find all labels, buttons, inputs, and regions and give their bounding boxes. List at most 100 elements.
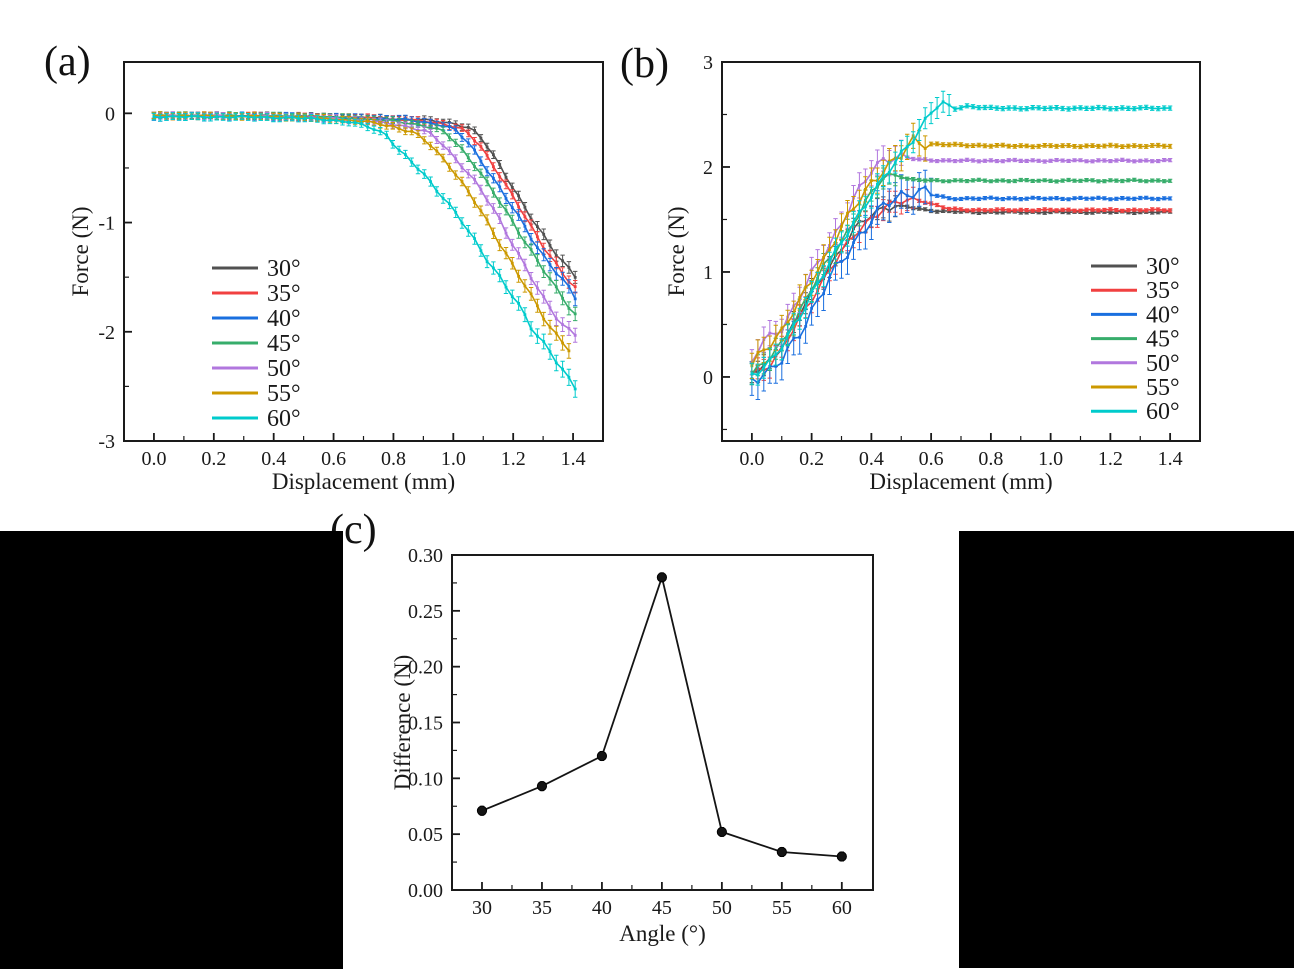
panel-c-frame <box>451 554 874 891</box>
series-markers <box>152 114 577 301</box>
series-line <box>481 574 842 858</box>
legend-item-30deg: 30° <box>1091 254 1180 280</box>
data-point-marker <box>836 851 847 862</box>
chart-text: 0.8 <box>978 448 1003 470</box>
chart-text: 60 <box>832 897 852 919</box>
chart-text: 0.2 <box>799 448 824 470</box>
chart-text: 0.0 <box>739 448 764 470</box>
chart-text: 40 <box>592 897 612 919</box>
chart-text: 0.30 <box>408 545 443 567</box>
legend-item-50deg: 50° <box>1091 351 1180 377</box>
series-errorbars <box>151 111 578 322</box>
chart-text: 0.15 <box>408 713 443 735</box>
chart-text: 0.10 <box>408 768 443 790</box>
legend-label: 30° <box>267 256 301 282</box>
legend-item-60deg: 60° <box>1091 399 1180 425</box>
legend-label: 35° <box>1146 278 1180 304</box>
legend-item-55deg: 55° <box>212 381 301 407</box>
legend-item-45deg: 45° <box>1091 327 1180 353</box>
series-Difference <box>476 572 847 862</box>
legend-label: 45° <box>267 331 301 357</box>
data-point-marker <box>596 750 608 762</box>
legend-label: 55° <box>1146 375 1180 401</box>
chart-text: 50 <box>712 897 732 919</box>
chart-text: 35 <box>532 897 552 919</box>
series-45deg <box>749 162 1173 386</box>
series-line <box>751 172 1171 375</box>
legend-label: 45° <box>1146 327 1180 353</box>
legend-label: 60° <box>267 406 301 432</box>
series-50deg <box>151 111 578 343</box>
legend-label: 30° <box>1146 254 1180 280</box>
legend-item-35deg: 35° <box>1091 278 1180 304</box>
chart-text: 1 <box>703 262 713 284</box>
panel-b-axes: 0.0 0.2 0.4 0.6 0.8 1.0 1.2 1.4 0 1 2 3 <box>703 52 1183 470</box>
panel-c-ylabel: Difference (N) <box>390 655 415 791</box>
panel-c-axes: 30 35 40 45 50 55 60 0.00 0.05 0.10 0.15 0.20 0.25 0.… <box>408 545 852 919</box>
panel-c-xlabel: Angle (°) <box>619 921 705 946</box>
chart-text: 30 <box>472 897 492 919</box>
chart-text: 0.4 <box>859 448 884 470</box>
panel-b-frame <box>721 61 1201 442</box>
series-errorbars <box>151 111 572 359</box>
chart-text: 45 <box>652 897 672 919</box>
chart-text: 55 <box>772 897 792 919</box>
legend-label: 60° <box>1146 399 1180 425</box>
panel-b-xlabel: Displacement (mm) <box>869 469 1052 494</box>
series-55deg <box>151 111 572 359</box>
series-errorbars <box>151 112 578 398</box>
series-line <box>751 151 1171 363</box>
chart-text: -1 <box>98 213 115 235</box>
panel-c: 30 35 40 45 50 55 60 0.00 0.05 0.10 0.15 0.20 0.25 0.… <box>390 545 874 946</box>
series-line <box>751 134 1171 367</box>
legend-label: 50° <box>1146 351 1180 377</box>
legend-item-50deg: 50° <box>212 356 301 382</box>
chart-text: 0.6 <box>919 448 944 470</box>
chart-text: 1.0 <box>1038 448 1063 470</box>
chart-text: 0.25 <box>408 601 443 623</box>
chart-text: 1.2 <box>1098 448 1123 470</box>
series-errorbars <box>749 169 1173 400</box>
chart-text: -3 <box>98 431 115 453</box>
redaction-box-right <box>959 531 1294 968</box>
legend-item-45deg: 45° <box>212 331 301 357</box>
chart-text: 0.20 <box>408 657 443 679</box>
series-errorbars <box>749 162 1173 386</box>
chart-text: 2 <box>703 157 713 179</box>
series-markers <box>152 113 571 353</box>
legend-item-35deg: 35° <box>212 281 301 307</box>
panel-label-b: (b) <box>620 41 669 87</box>
panel-a: 0.0 0.2 0.4 0.6 0.8 1.0 1.2 1.4 0 -1 -2 -3 Displacem… <box>68 61 604 494</box>
chart-text: 1.4 <box>1158 448 1183 470</box>
data-point-marker <box>656 572 668 583</box>
chart-text: 0 <box>703 367 713 389</box>
legend-label: 55° <box>267 381 301 407</box>
panel-a-axes: 0.0 0.2 0.4 0.6 0.8 1.0 1.2 1.4 0 -1 -2 -3 <box>98 103 585 470</box>
chart-text: 0.4 <box>261 448 286 470</box>
legend-label: 40° <box>267 306 301 332</box>
series-60deg <box>151 112 578 398</box>
series-40deg <box>749 169 1173 400</box>
panel-b-legend: 30°35°40°45°50°55°60° <box>1091 254 1180 425</box>
series-errorbars <box>151 111 578 343</box>
legend-label: 35° <box>267 281 301 307</box>
series-errorbars <box>749 90 1173 386</box>
chart-text: 0 <box>105 103 115 125</box>
panel-a-ylabel: Force (N) <box>68 206 93 296</box>
chart-text: 1.4 <box>561 448 586 470</box>
chart-text: 0.05 <box>408 824 443 846</box>
panel-b: 0.0 0.2 0.4 0.6 0.8 1.0 1.2 1.4 0 1 2 3 Displacement… <box>664 52 1201 494</box>
chart-text: 0.6 <box>321 448 346 470</box>
data-point-marker <box>776 846 787 858</box>
chart-text: 1.2 <box>501 448 526 470</box>
legend-label: 40° <box>1146 302 1180 328</box>
series-markers <box>152 114 577 391</box>
legend-item-60deg: 60° <box>212 406 301 432</box>
chart-text: 3 <box>703 52 713 74</box>
chart-text: -2 <box>98 322 115 344</box>
data-point-marker <box>716 826 727 838</box>
series-markers <box>750 100 1172 377</box>
series-errorbars <box>479 572 844 862</box>
